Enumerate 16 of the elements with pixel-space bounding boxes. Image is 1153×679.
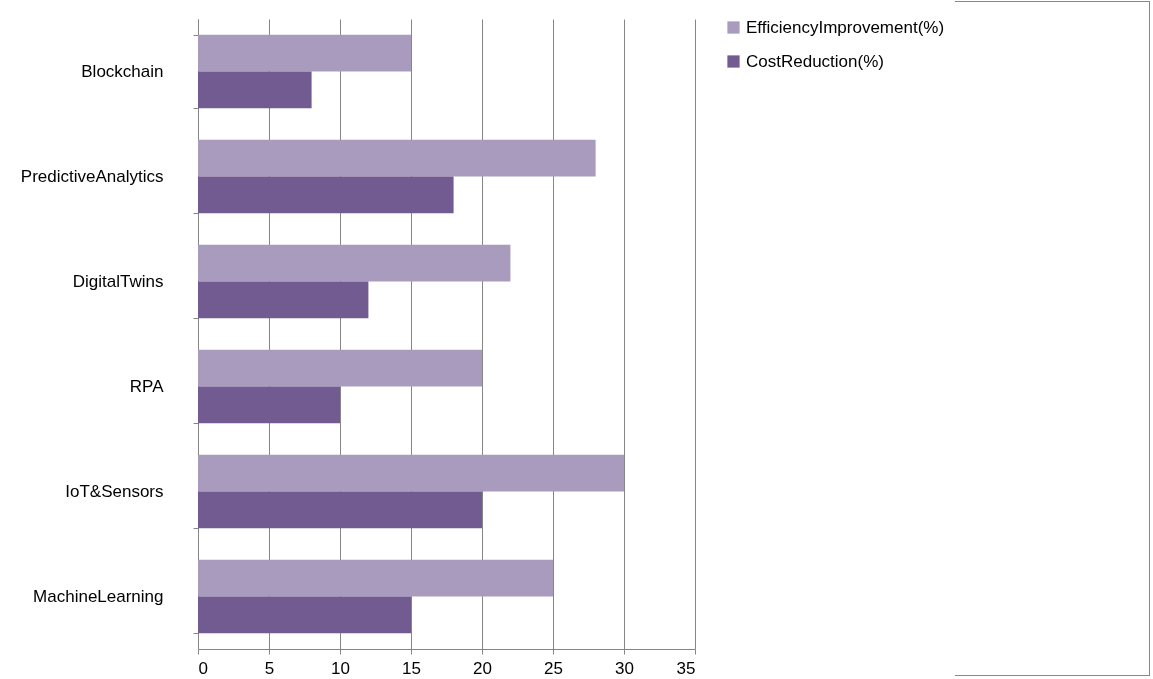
- y-tick-label: RPA: [129, 377, 165, 396]
- x-tick-label: 25: [544, 658, 563, 678]
- x-tick-label: 20: [473, 658, 492, 678]
- y-tick-label: Blockchain: [81, 62, 164, 81]
- y-tick-label: MachineLearning: [33, 587, 164, 606]
- x-tick-label: 15: [402, 658, 421, 678]
- y-tick-label: PredictiveAnalytics: [20, 167, 164, 186]
- x-tick-label: 35: [676, 658, 696, 678]
- x-tick-label: 10: [331, 658, 350, 678]
- x-tick-label: 30: [615, 658, 634, 678]
- y-tick-label: IoT&Sensors: [65, 482, 164, 501]
- y-tick-label: DigitalTwins: [72, 272, 164, 291]
- legend-label: EfficiencyImprovement(%): [746, 17, 945, 37]
- x-tick-label: 0: [198, 658, 208, 678]
- legend-label: CostReduction(%): [746, 51, 884, 71]
- x-tick-label: 5: [264, 658, 275, 678]
